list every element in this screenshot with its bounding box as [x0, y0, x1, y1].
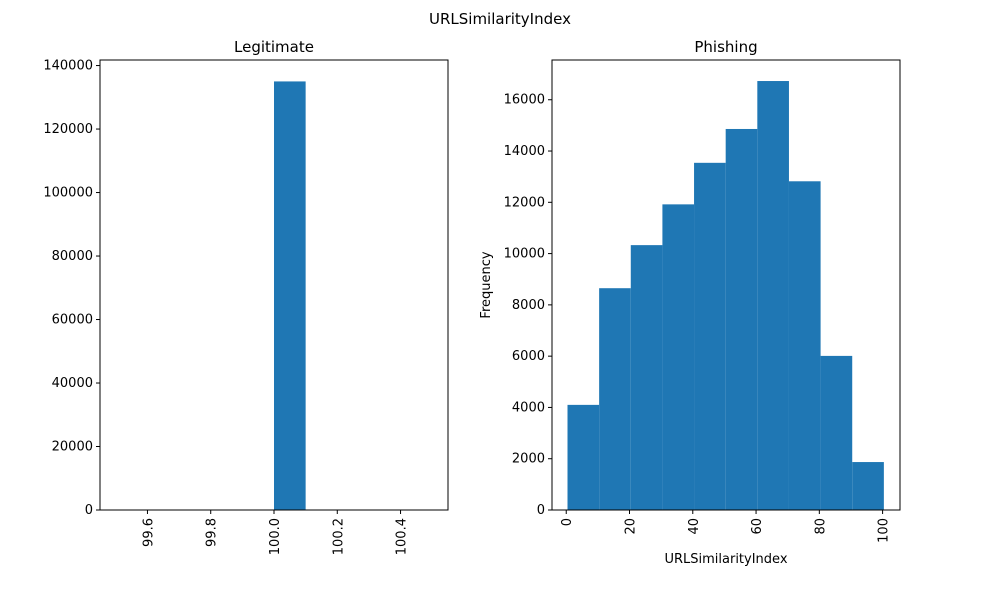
- legitimate-chart-title: Legitimate: [234, 38, 314, 56]
- legitimate-y-tick-label: 120000: [43, 122, 93, 137]
- phishing-y-tick-label: 14000: [504, 144, 545, 159]
- phishing-histogram-bar-6: [757, 81, 789, 511]
- phishing-histogram-bar-9: [852, 462, 884, 510]
- phishing-x-tick-label: 40: [687, 518, 702, 535]
- legitimate-x-tick-label: 100.0: [268, 518, 283, 555]
- phishing-histogram-bar-2: [630, 245, 663, 510]
- phishing-x-tick-label: 20: [624, 518, 639, 535]
- phishing-histogram-bar-8: [820, 355, 853, 510]
- legitimate-y-tick-label: 0: [85, 503, 93, 518]
- phishing-y-tick-label: 12000: [504, 195, 545, 210]
- legitimate-y-tick-label: 140000: [43, 59, 93, 74]
- phishing-histogram-bar-0: [567, 404, 600, 510]
- phishing-histogram-bar-5: [725, 128, 758, 510]
- phishing-y-tick-label: 2000: [512, 452, 545, 467]
- figure-title: URLSimilarityIndex: [429, 10, 571, 28]
- phishing-histogram-bar-3: [662, 204, 695, 510]
- legitimate-x-tick-label: 99.6: [141, 518, 156, 547]
- legitimate-y-tick-label: 100000: [43, 186, 93, 201]
- phishing-y-tick-label: 0: [537, 503, 545, 518]
- phishing-x-axis-label: URLSimilarityIndex: [664, 552, 787, 567]
- phishing-x-tick-label: 60: [750, 518, 765, 535]
- phishing-y-tick-label: 16000: [504, 93, 545, 108]
- phishing-y-tick-label: 8000: [512, 298, 545, 313]
- legitimate-x-tick-label: 100.2: [331, 518, 346, 555]
- phishing-histogram-bar-7: [788, 181, 821, 511]
- phishing-y-tick-label: 4000: [512, 400, 545, 415]
- phishing-histogram-bar-1: [599, 288, 631, 510]
- legitimate-y-tick-label: 60000: [52, 313, 93, 328]
- phishing-x-tick-label: 100: [877, 518, 892, 543]
- legitimate-y-tick-label: 80000: [52, 249, 93, 264]
- legitimate-chart-panel: Legitimate 0 20000 40000 60000 80000 100000 120…: [43, 38, 449, 555]
- phishing-x-tick-label: 0: [560, 518, 575, 526]
- legitimate-y-tick-label: 20000: [52, 440, 93, 455]
- phishing-axes-frame: [551, 59, 901, 511]
- legitimate-x-tick-label: 99.8: [205, 518, 220, 547]
- phishing-x-tick-label: 80: [813, 518, 828, 535]
- phishing-chart-title: Phishing: [694, 38, 757, 56]
- phishing-histogram-bar-4: [694, 162, 726, 511]
- phishing-chart-panel: Phishing 0 2000 4000 6000 8000 10000 12000 14000…: [479, 38, 901, 567]
- legitimate-x-tick-label: 100.4: [395, 518, 410, 555]
- legitimate-histogram-bar-5: [274, 81, 306, 510]
- phishing-y-axis-label: Frequency: [479, 251, 494, 318]
- legitimate-y-tick-label: 40000: [52, 376, 93, 391]
- phishing-y-tick-label: 6000: [512, 349, 545, 364]
- phishing-y-tick-label: 10000: [504, 247, 545, 262]
